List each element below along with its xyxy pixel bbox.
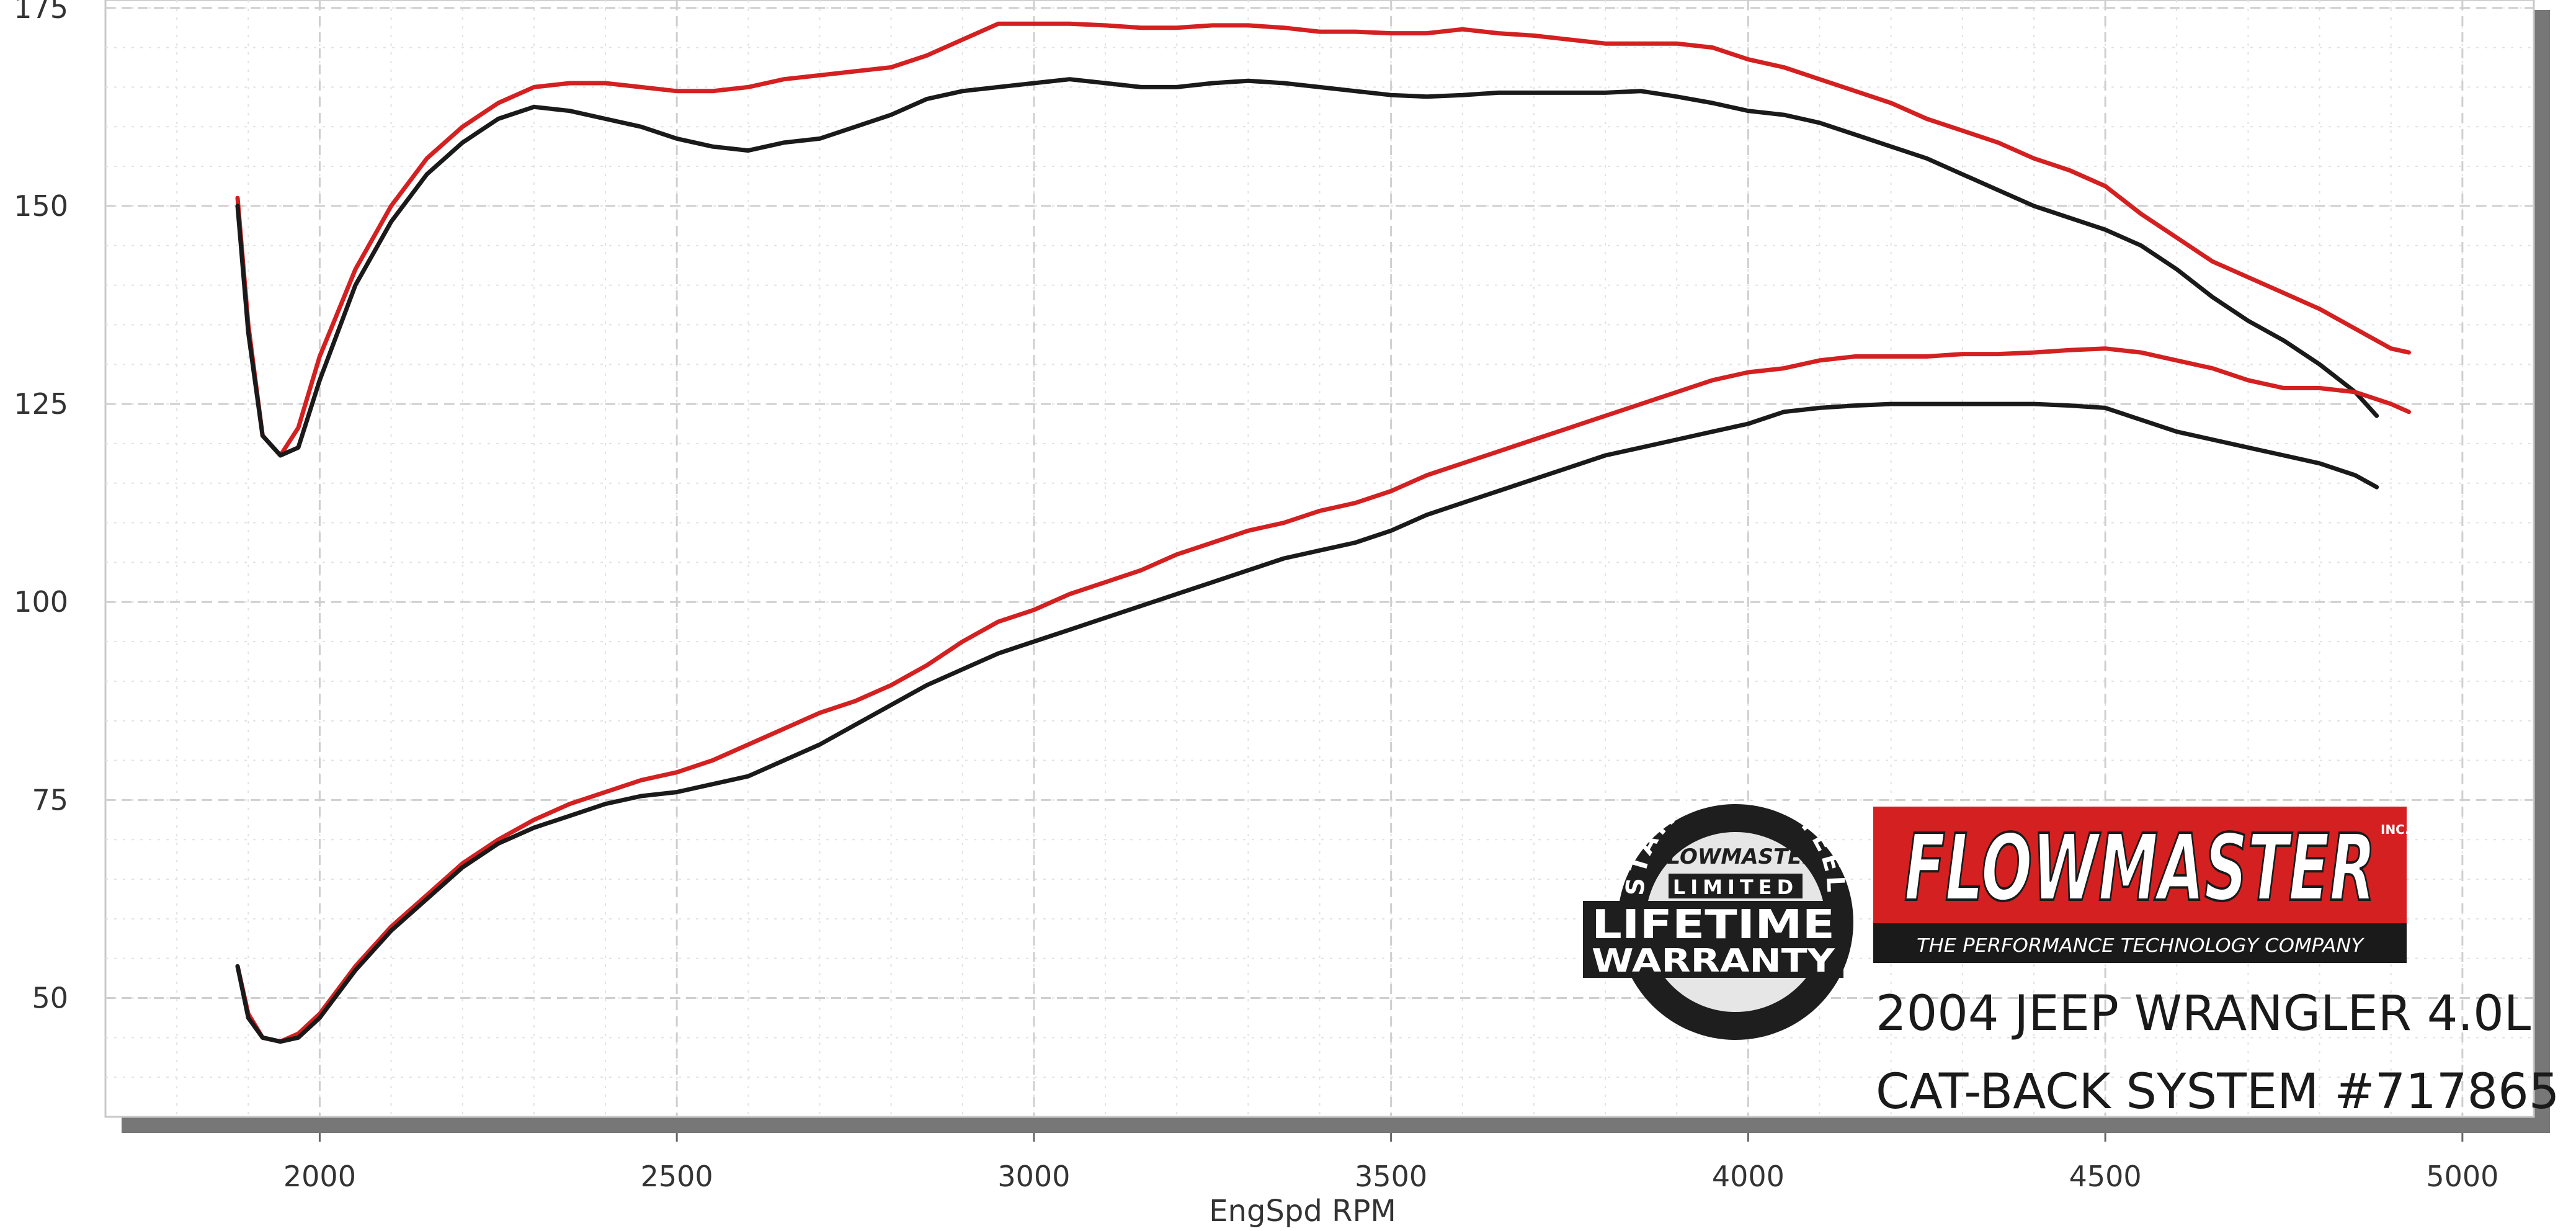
badge-brand-text: FLOWMASTER <box>1652 844 1818 869</box>
x-tick-label: 2500 <box>641 1160 713 1193</box>
y-tick-label: 125 <box>14 387 68 421</box>
x-tick-label: 5000 <box>2426 1160 2498 1193</box>
series-line-2 <box>235 77 2379 458</box>
y-tick-label: 75 <box>32 783 68 817</box>
y-tick-label: 100 <box>14 585 68 619</box>
badge-limited-band <box>1669 874 1803 898</box>
flowmaster-logo-stripe <box>1873 923 2407 963</box>
badge-banner <box>1583 901 1843 978</box>
x-tick-label: 4000 <box>1712 1160 1785 1193</box>
y-tick-label: 175 <box>14 0 68 25</box>
series-line-3 <box>235 346 2411 1044</box>
series-line-1 <box>235 21 2411 458</box>
flowmaster-tagline: THE PERFORMANCE TECHNOLOGY COMPANY <box>1917 935 2365 957</box>
x-tick-label: 3000 <box>997 1160 1070 1193</box>
badge-warranty-text: WARRANTY <box>1592 942 1836 980</box>
model-caption-line1: 2004 JEEP WRANGLER 4.0L <box>1876 986 2531 1042</box>
series-group <box>235 21 2411 1044</box>
flowmaster-logo: FLOWMASTER INC. THE PERFORMANCE TECHNOLO… <box>1873 807 2409 963</box>
badge-limited-text: LIMITED <box>1673 875 1798 899</box>
x-tick-label: 2000 <box>283 1160 356 1193</box>
series-line-4 <box>235 401 2379 1044</box>
x-axis: 2000 2500 3000 3500 4000 4500 5000 <box>283 1133 2498 1193</box>
x-tick-label: 4500 <box>2069 1160 2142 1193</box>
badge-lifetime-text: LIFETIME <box>1592 902 1835 948</box>
x-axis-label: EngSpd RPM <box>1209 1194 1396 1229</box>
model-caption-line2: CAT-BACK SYSTEM #717865 <box>1876 1064 2559 1120</box>
flowmaster-wordmark: FLOWMASTER <box>1904 815 2376 921</box>
y-tick-label: 150 <box>14 189 68 223</box>
y-tick-label: 50 <box>32 982 68 1015</box>
x-tick-label: 3500 <box>1355 1160 1427 1193</box>
y-axis: 50 75 100 125 150 175 <box>14 0 68 1015</box>
flowmaster-inc-text: INC. <box>2381 822 2409 837</box>
